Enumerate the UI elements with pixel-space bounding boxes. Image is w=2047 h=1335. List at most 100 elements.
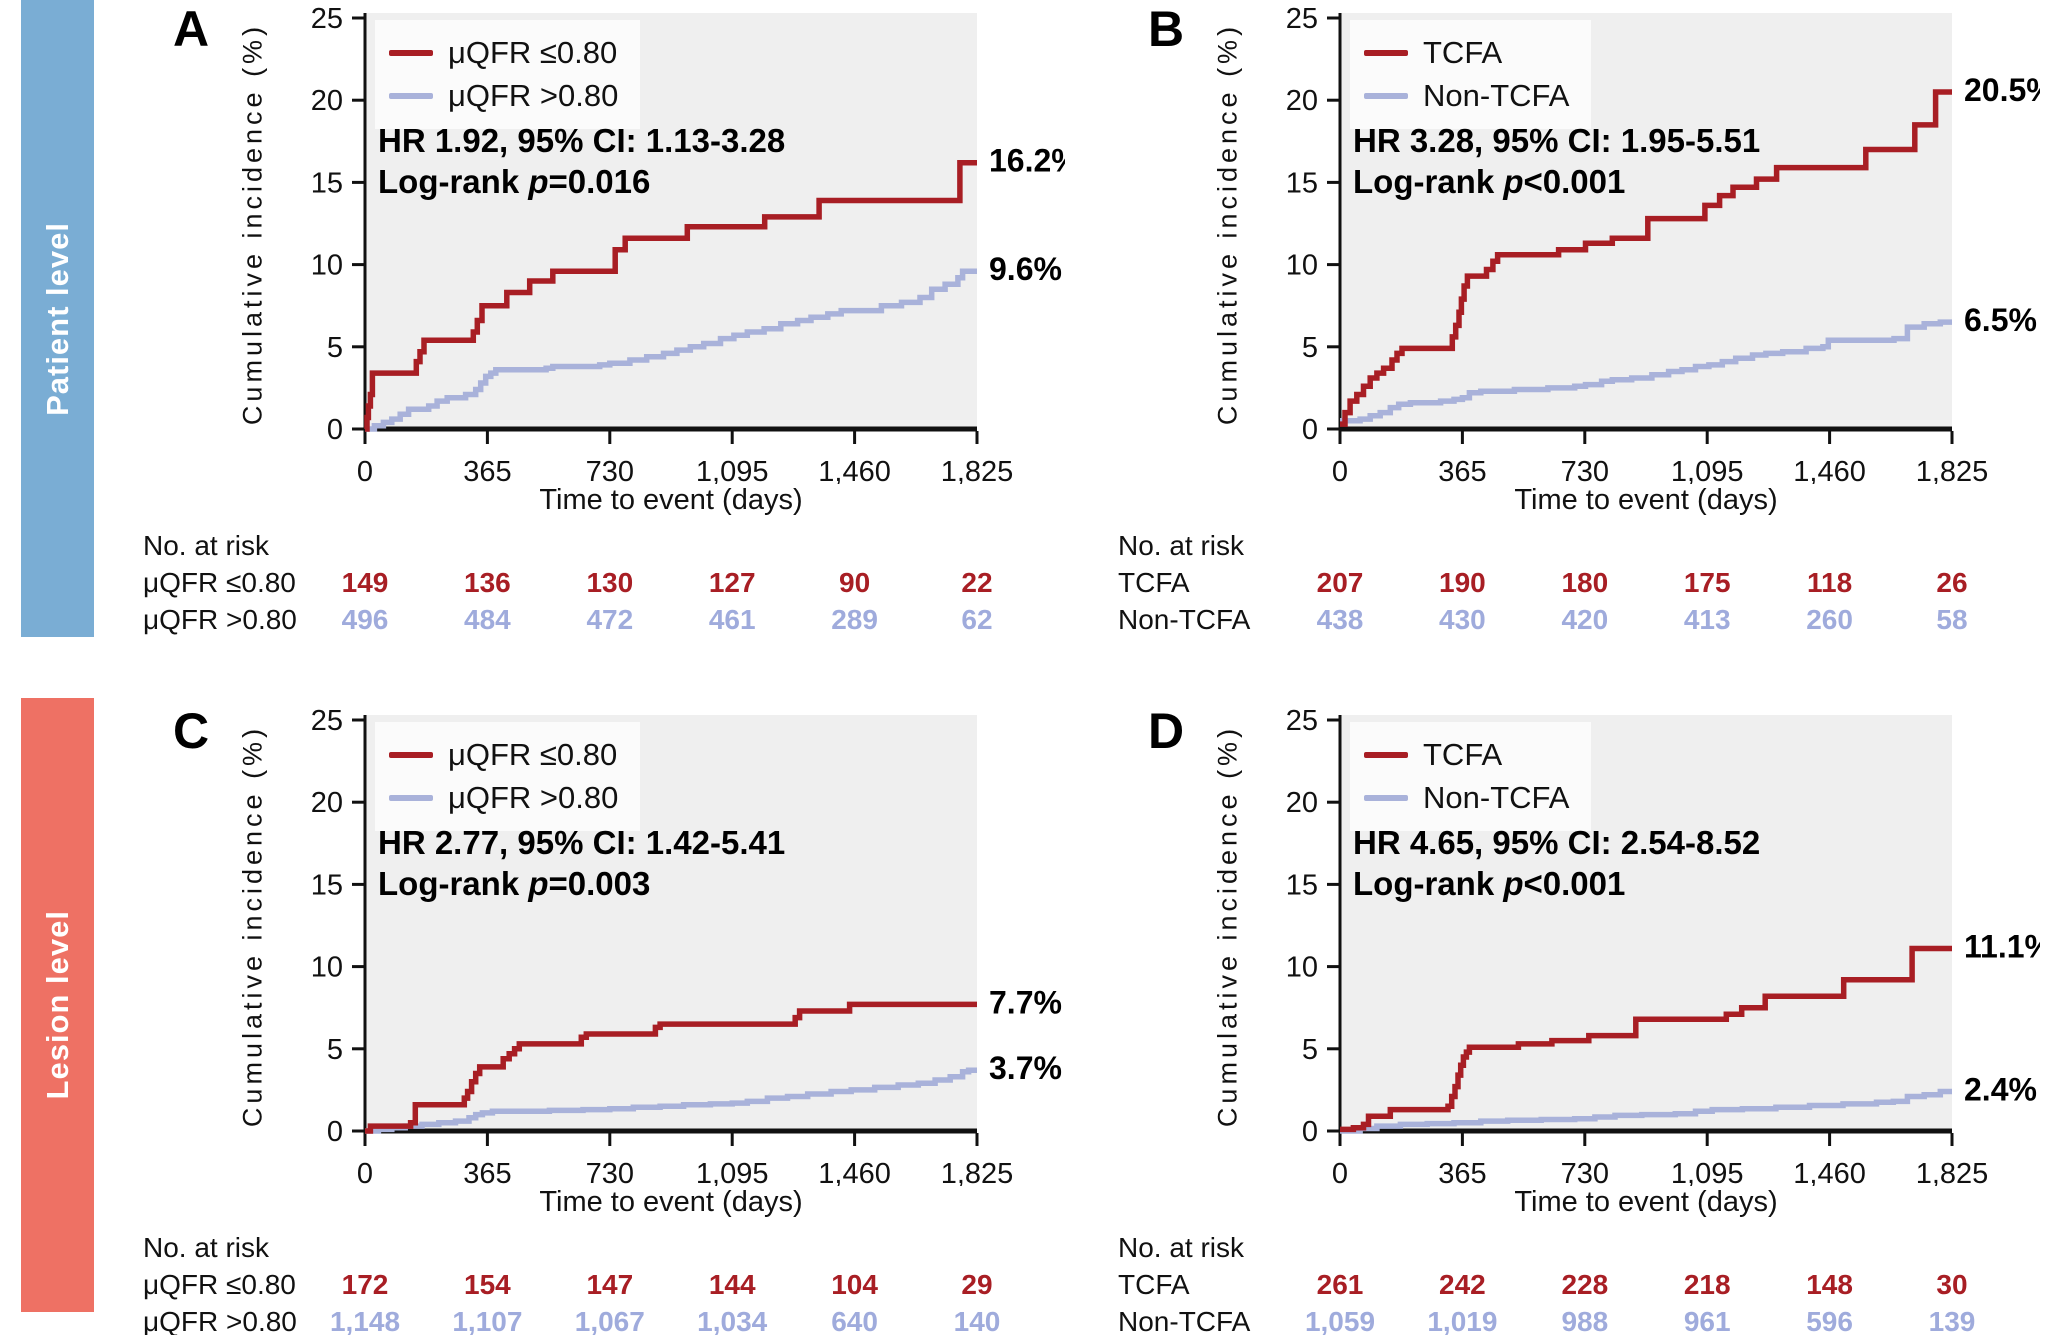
- risk-table-header: No. at risk: [1118, 530, 1245, 561]
- risk-count: 207: [1316, 567, 1364, 598]
- risk-count: 62: [961, 604, 993, 635]
- legend-label: Non-TCFA: [1423, 78, 1570, 113]
- legend-item: Non-TCFA: [1364, 78, 1569, 114]
- risk-count: 260: [1806, 604, 1853, 635]
- endpoint-label: 20.5%: [1964, 72, 2040, 108]
- x-tick-label: 730: [1561, 456, 1609, 484]
- km-plot-a: 0 5 10 15 20 25 0 365 730 1,095 1,460 1,825 16.2% 9.6…: [311, 4, 1065, 484]
- panel-letter: D: [1148, 703, 1186, 759]
- risk-count: 261: [1316, 1269, 1364, 1300]
- risk-count: 1,107: [452, 1306, 523, 1335]
- legend-swatch-red: [389, 752, 433, 758]
- legend-label: μQFR >0.80: [448, 78, 619, 113]
- risk-count: 140: [953, 1306, 1001, 1335]
- legend: TCFA Non-TCFA: [1350, 20, 1592, 129]
- x-tick-label: 1,460: [1793, 1158, 1866, 1186]
- hr-text: HR 1.92, 95% CI: 1.13-3.28: [378, 122, 786, 159]
- endpoint-label: 3.7%: [989, 1050, 1062, 1086]
- x-tick-label: 730: [1561, 1158, 1609, 1186]
- y-tick-label: 10: [311, 250, 343, 282]
- y-tick-label: 15: [1286, 869, 1318, 901]
- legend-item: μQFR ≤0.80: [389, 737, 618, 773]
- logrank-text: Log-rank p<0.001: [1353, 163, 1626, 201]
- panel-a: 0 5 10 15 20 25 0 365 730 1,095 1,460 1,825 16.2% 9.6…: [115, 1, 1065, 654]
- risk-count: 1,148: [329, 1306, 401, 1335]
- risk-count: 118: [1807, 567, 1853, 598]
- y-tick-label: 0: [1302, 414, 1318, 446]
- legend-swatch-blue: [389, 93, 433, 99]
- risk-count: 484: [464, 604, 511, 635]
- y-tick-label: 20: [311, 787, 343, 819]
- x-tick-label: 1,825: [941, 1158, 1014, 1186]
- endpoint-label: 6.5%: [1964, 302, 2037, 338]
- risk-row-label: μQFR >0.80: [143, 1306, 297, 1335]
- x-tick-label: 1,095: [1671, 1158, 1744, 1186]
- risk-count: 420: [1561, 604, 1609, 635]
- risk-count: 461: [708, 604, 756, 635]
- risk-count: 496: [341, 604, 389, 635]
- risk-count: 438: [1316, 604, 1364, 635]
- km-plot-c: 0 5 10 15 20 25 0 365 730 1,095 1,460 1,825 7.7% 3.7%: [311, 706, 1062, 1186]
- risk-count: 104: [831, 1269, 878, 1300]
- x-tick-label: 365: [1438, 456, 1486, 484]
- legend-label: TCFA: [1423, 35, 1503, 70]
- risk-table-header: No. at risk: [143, 1232, 270, 1263]
- y-tick-label: 15: [311, 167, 343, 199]
- x-tick-label: 365: [463, 456, 511, 484]
- km-curve-blue: [1340, 319, 1952, 424]
- y-axis-label: Cumulative incidence (%): [237, 22, 268, 426]
- legend-swatch-red: [389, 50, 433, 56]
- risk-count: 180: [1561, 567, 1609, 598]
- risk-count: 136: [464, 567, 511, 598]
- legend-swatch-red: [1364, 50, 1408, 56]
- y-axis-label: Cumulative incidence (%): [237, 724, 268, 1128]
- x-tick-label: 1,095: [696, 1158, 769, 1186]
- y-tick-label: 25: [311, 706, 343, 737]
- risk-count: 172: [341, 1269, 389, 1300]
- legend: μQFR ≤0.80 μQFR >0.80: [375, 722, 641, 831]
- legend: μQFR ≤0.80 μQFR >0.80: [375, 20, 641, 129]
- x-axis-label: Time to event (days): [539, 484, 803, 516]
- risk-count: 26: [1936, 567, 1968, 598]
- risk-row-label: μQFR >0.80: [143, 604, 297, 635]
- y-tick-label: 5: [1302, 1034, 1318, 1066]
- risk-count: 596: [1806, 1306, 1853, 1335]
- y-tick-label: 10: [1286, 250, 1318, 282]
- risk-count: 22: [961, 567, 993, 598]
- risk-table-header: No. at risk: [143, 530, 270, 561]
- y-tick-label: 15: [1286, 167, 1318, 199]
- legend-swatch-blue: [1364, 93, 1408, 99]
- risk-row-label: μQFR ≤0.80: [143, 567, 296, 598]
- risk-row-label: TCFA: [1118, 1269, 1190, 1300]
- patient-level-label: Patient level: [39, 221, 75, 416]
- risk-count: 29: [961, 1269, 993, 1300]
- y-tick-label: 15: [311, 869, 343, 901]
- stats-annotation: HR 1.92, 95% CI: 1.13-3.28 Log-rank p=0.…: [378, 120, 785, 203]
- risk-table-header: No. at risk: [1118, 1232, 1245, 1263]
- x-tick-label: 1,825: [941, 456, 1014, 484]
- logrank-text: Log-rank p<0.001: [1353, 865, 1626, 903]
- km-curve-blue: [1340, 1088, 1952, 1134]
- y-tick-label: 10: [311, 952, 343, 984]
- km-curve-blue: [365, 268, 977, 432]
- risk-count: 90: [839, 567, 871, 598]
- km-curve-red: [1340, 89, 1952, 427]
- x-tick-label: 730: [586, 456, 634, 484]
- y-tick-label: 0: [327, 1116, 343, 1148]
- lesion-level-label: Lesion level: [39, 910, 75, 1100]
- risk-row-label: μQFR ≤0.80: [143, 1269, 296, 1300]
- stats-annotation: HR 3.28, 95% CI: 1.95-5.51 Log-rank p<0.…: [1353, 120, 1760, 203]
- risk-row-label: Non-TCFA: [1118, 1306, 1251, 1335]
- hr-text: HR 4.65, 95% CI: 2.54-8.52: [1353, 824, 1761, 861]
- logrank-text: Log-rank p=0.003: [378, 865, 651, 903]
- x-tick-label: 0: [357, 456, 373, 484]
- legend: TCFA Non-TCFA: [1350, 722, 1592, 831]
- legend-item: TCFA: [1364, 737, 1569, 773]
- risk-count: 289: [831, 604, 878, 635]
- stats-annotation: HR 2.77, 95% CI: 1.42-5.41 Log-rank p=0.…: [378, 822, 785, 905]
- x-axis-label: Time to event (days): [539, 1186, 803, 1218]
- x-tick-label: 1,460: [818, 456, 891, 484]
- risk-count: 1,034: [697, 1306, 768, 1335]
- legend-label: TCFA: [1423, 737, 1503, 772]
- row-band-patient-level: Patient level: [21, 0, 94, 637]
